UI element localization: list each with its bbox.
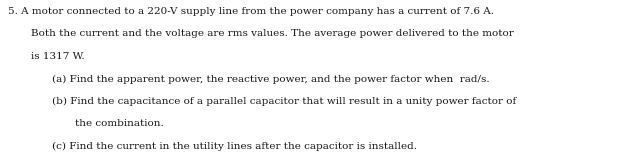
Text: (b) Find the capacitance of a parallel capacitor that will result in a unity pow: (b) Find the capacitance of a parallel c… [52,97,517,106]
Text: is 1317 W.: is 1317 W. [31,52,84,61]
Text: Both the current and the voltage are rms values. The average power delivered to : Both the current and the voltage are rms… [31,29,513,38]
Text: the combination.: the combination. [75,119,164,128]
Text: 5. A motor connected to a 220-V supply line from the power company has a current: 5. A motor connected to a 220-V supply l… [8,7,494,16]
Text: (a) Find the apparent power, the reactive power, and the power factor when  rad/: (a) Find the apparent power, the reactiv… [52,74,490,84]
Text: (c) Find the current in the utility lines after the capacitor is installed.: (c) Find the current in the utility line… [52,142,417,151]
